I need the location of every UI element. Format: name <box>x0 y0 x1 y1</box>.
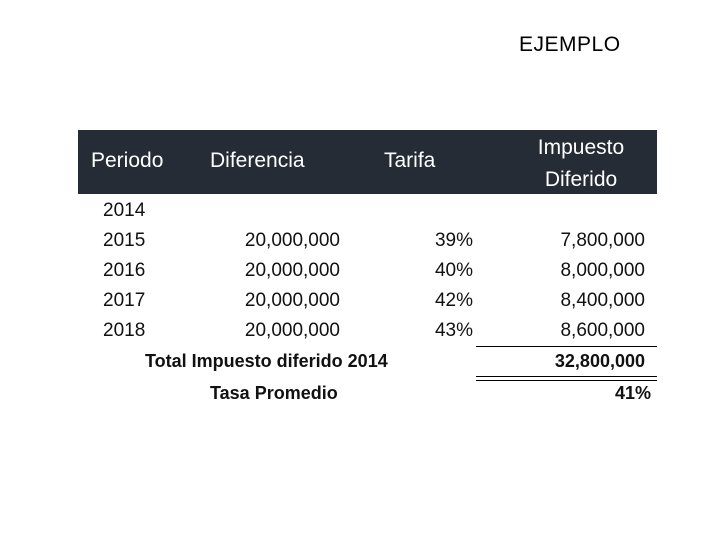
table-row: 2015 20,000,000 39% 7,800,000 <box>78 226 657 256</box>
table-body: 2014 2015 20,000,000 39% 7,800,000 2016 … <box>78 194 657 408</box>
table-row: 2014 <box>78 194 657 226</box>
cell-periodo: 2017 <box>103 290 146 311</box>
total-value: 32,800,000 <box>554 351 645 371</box>
header-diferencia: Diferencia <box>210 149 305 172</box>
cell-diferencia: 20,000,000 <box>244 260 340 281</box>
cell-impuesto: 8,400,000 <box>560 290 645 311</box>
header-impuesto-line2: Diferido <box>544 168 618 191</box>
header-impuesto-line1: Impuesto <box>537 136 625 159</box>
cell-periodo: 2018 <box>103 320 146 341</box>
cell-tarifa: 39% <box>434 230 473 251</box>
cell-periodo: 2014 <box>103 200 146 221</box>
cell-impuesto: 7,800,000 <box>560 230 645 251</box>
cell-diferencia: 20,000,000 <box>244 230 340 251</box>
table-row: 2016 20,000,000 40% 8,000,000 <box>78 256 657 286</box>
cell-periodo: 2015 <box>103 230 146 251</box>
slide-title: EJEMPLO <box>519 33 621 56</box>
table-row: 2017 20,000,000 42% 8,400,000 <box>78 286 657 316</box>
cell-impuesto: 8,600,000 <box>560 320 645 341</box>
header-impuesto-diferido: Impuesto Diferido <box>516 132 646 196</box>
total-label: Total Impuesto diferido 2014 <box>145 351 388 371</box>
total-row: Total Impuesto diferido 2014 32,800,000 <box>78 346 657 381</box>
deferred-tax-table: Periodo Diferencia Tarifa Impuesto Difer… <box>78 130 657 408</box>
cell-tarifa: 42% <box>434 290 473 311</box>
cell-tarifa: 43% <box>434 320 473 341</box>
average-label: Tasa Promedio <box>210 383 338 403</box>
cell-periodo: 2016 <box>103 260 146 281</box>
cell-diferencia: 20,000,000 <box>244 320 340 341</box>
average-row: Tasa Promedio 41% <box>78 376 657 408</box>
total-underline <box>476 346 657 347</box>
table-header: Periodo Diferencia Tarifa Impuesto Difer… <box>78 130 657 194</box>
average-value: 41% <box>614 383 651 403</box>
cell-diferencia: 20,000,000 <box>244 290 340 311</box>
table-row: 2018 20,000,000 43% 8,600,000 <box>78 316 657 346</box>
header-periodo: Periodo <box>91 149 164 172</box>
header-tarifa: Tarifa <box>384 149 436 172</box>
total-double-underline <box>476 376 657 381</box>
cell-tarifa: 40% <box>434 260 473 281</box>
cell-impuesto: 8,000,000 <box>560 260 645 281</box>
